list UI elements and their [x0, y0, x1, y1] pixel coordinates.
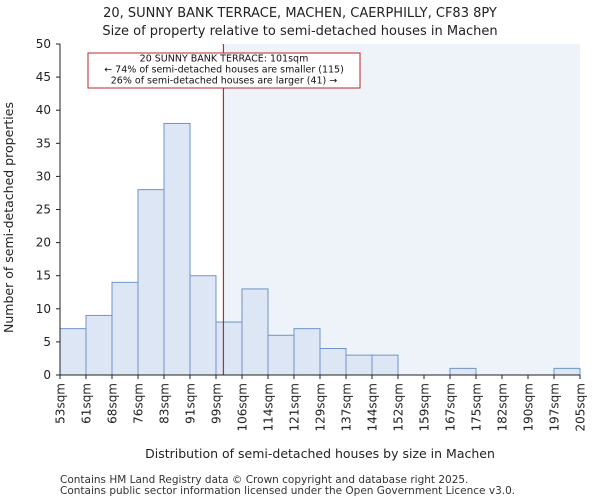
- annotation-line-3: 26% of semi-detached houses are larger (…: [111, 76, 338, 87]
- footer-line-1: Contains HM Land Registry data © Crown c…: [60, 474, 468, 486]
- annotation: 20 SUNNY BANK TERRACE: 101sqm ← 74% of s…: [87, 52, 361, 89]
- x-tick-label: 190sqm: [522, 383, 536, 431]
- bar-114sqm: [267, 334, 295, 376]
- y-tick-label: 50: [36, 37, 51, 51]
- y-tick-label: 35: [36, 136, 51, 150]
- bars-group: [59, 122, 581, 376]
- y-axis-ticks: 0 5 10 15 20 25 30 35 40 45 50: [36, 37, 60, 382]
- bar-197sqm: [553, 367, 581, 376]
- larger-region-shading: [223, 44, 580, 375]
- x-tick-label: 175sqm: [470, 383, 484, 431]
- x-tick-label: 53sqm: [54, 383, 68, 424]
- y-tick-label: 0: [43, 368, 51, 382]
- bar-121sqm: [293, 328, 321, 376]
- bar-129sqm: [319, 348, 347, 376]
- bar-137sqm: [345, 354, 373, 376]
- bar-61sqm: [85, 314, 113, 376]
- bar-99sqm: [215, 321, 243, 376]
- bar-106sqm: [241, 288, 269, 376]
- x-tick-label: 114sqm: [262, 383, 276, 431]
- x-tick-label: 91sqm: [184, 383, 198, 424]
- annotation-line-2: ← 74% of semi-detached houses are smalle…: [104, 65, 344, 76]
- x-tick-label: 76sqm: [132, 383, 146, 424]
- y-tick-label: 15: [36, 269, 51, 283]
- bar-91sqm: [189, 275, 217, 376]
- x-tick-label: 129sqm: [314, 383, 328, 431]
- x-tick-label: 152sqm: [392, 383, 406, 431]
- bar-83sqm: [163, 122, 191, 376]
- x-tick-label: 144sqm: [366, 383, 380, 431]
- footer-line-2: Contains public sector information licen…: [60, 485, 515, 497]
- x-tick-label: 61sqm: [80, 383, 94, 424]
- bar-53sqm: [59, 328, 87, 376]
- x-tick-label: 83sqm: [158, 383, 172, 424]
- y-tick-label: 45: [36, 70, 51, 84]
- x-tick-label: 121sqm: [288, 383, 302, 431]
- y-tick-label: 30: [36, 169, 51, 183]
- bar-167sqm: [449, 367, 477, 376]
- bar-68sqm: [111, 281, 139, 376]
- chart-title-line-2: Size of property relative to semi-detach…: [102, 24, 497, 39]
- y-axis-label: Number of semi-detached properties: [1, 102, 16, 333]
- annotation-box: [87, 52, 361, 89]
- x-tick-label: 197sqm: [548, 383, 562, 431]
- x-tick-label: 99sqm: [210, 383, 224, 424]
- x-tick-label: 167sqm: [444, 383, 458, 431]
- bar-144sqm: [371, 354, 399, 376]
- bar-76sqm: [137, 189, 165, 376]
- x-tick-label: 205sqm: [574, 383, 588, 431]
- x-axis-ticks: 53sqm 61sqm 68sqm 76sqm 83sqm 91sqm 99sqm 106sq…: [54, 375, 588, 431]
- y-tick-label: 10: [36, 302, 51, 316]
- x-tick-label: 106sqm: [236, 383, 250, 431]
- y-tick-label: 20: [36, 236, 51, 250]
- y-tick-label: 5: [43, 335, 51, 349]
- x-tick-label: 182sqm: [496, 383, 510, 431]
- x-axis-label: Distribution of semi-detached houses by …: [145, 446, 495, 461]
- annotation-line-1: 20 SUNNY BANK TERRACE: 101sqm: [140, 54, 309, 65]
- x-tick-label: 68sqm: [106, 383, 120, 424]
- x-tick-label: 159sqm: [418, 383, 432, 431]
- y-tick-label: 25: [36, 203, 51, 217]
- y-tick-label: 40: [36, 103, 51, 117]
- x-tick-label: 137sqm: [340, 383, 354, 431]
- chart-title-line-1: 20, SUNNY BANK TERRACE, MACHEN, CAERPHIL…: [103, 6, 497, 21]
